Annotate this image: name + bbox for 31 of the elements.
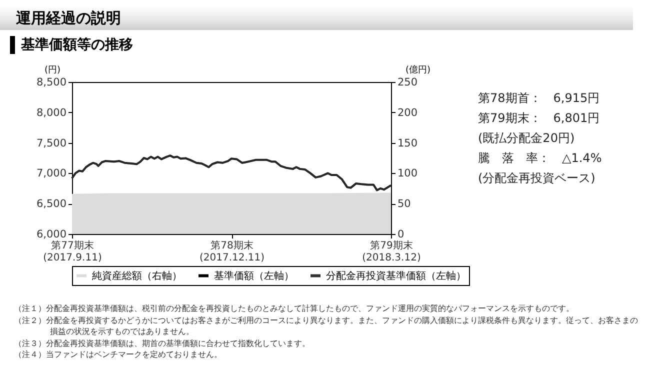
y-tick-label: 8,000 — [36, 106, 66, 119]
text: 第79期末： 6,801円 — [478, 110, 601, 127]
text: 第78期首： 6,915円 — [478, 90, 601, 107]
y-tick-label: 6,000 — [36, 228, 66, 240]
text: （注４）当ファンドはベンチマークを定めておりません。 — [14, 349, 223, 360]
y2-tick-label: 200 — [398, 106, 418, 119]
text: (分配金再投資ベース) — [478, 170, 596, 187]
y2-tick-label: 50 — [398, 198, 411, 210]
y-axis-title: (円) — [44, 66, 60, 76]
y2-axis-title: (億円) — [406, 64, 431, 76]
y2-tick-label: 0 — [398, 228, 404, 240]
y-tick-label: 8,500 — [36, 76, 66, 88]
y-tick-label: 7,000 — [36, 168, 66, 180]
x-tick-label: 第78期末 (2017.12.11) — [199, 240, 265, 264]
legend-label: 基準価額（左軸） — [214, 270, 294, 282]
y-tick-label: 7,500 — [36, 137, 66, 150]
text: (既払分配金20円) — [478, 130, 576, 147]
y2-tick-label: 150 — [398, 137, 418, 150]
y2-tick-label: 100 — [398, 168, 418, 180]
x-tick-label: 第77期末 (2017.9.11) — [43, 240, 102, 264]
text: 騰 落 率： △1.4% — [478, 150, 602, 167]
x-tick-label: 第79期末 (2018.3.12) — [362, 240, 421, 264]
text: （注１）分配金再投資基準価額は、税引前の分配金を再投資したものとみなして計算したもので、ファンド運用の実質的なパフォーマンスを示すものです。 — [14, 303, 575, 314]
text: （注３）分配金再投資基準価額は、期首の基準価額に合わせて指数化しています。 — [14, 338, 311, 349]
y2-tick-label: 250 — [398, 76, 418, 88]
text: （注２）分配金を再投資するかどうかについてはお客さまがご利用のコースにより異なります。また、ファンドの購入価額により課税条件も異なります。従って、お客さまの損益の状況を示すものではありません。 — [14, 314, 639, 338]
y-tick-label: 6,500 — [36, 198, 66, 210]
chart-title: 運用経過の説明 — [0, 6, 633, 30]
legend-label: 純資産総額（右軸） — [92, 270, 182, 282]
legend-label: 分配金再投資基準価額（左軸） — [326, 270, 466, 282]
chart-subtitle: 基準価額等の推移 — [10, 36, 133, 54]
